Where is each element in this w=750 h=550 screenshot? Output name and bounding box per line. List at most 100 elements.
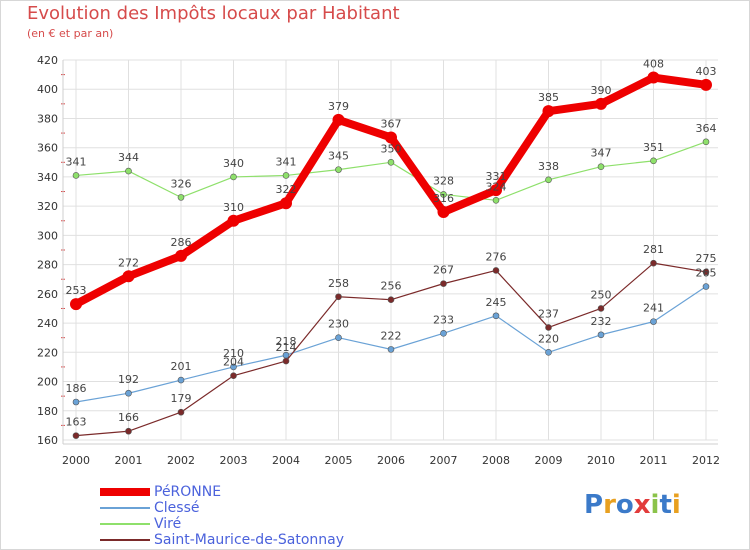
data-point bbox=[437, 206, 450, 218]
data-label: 286 bbox=[171, 236, 192, 249]
data-point bbox=[387, 159, 395, 166]
data-label: 351 bbox=[643, 141, 664, 154]
data-point bbox=[282, 357, 290, 365]
data-point bbox=[125, 389, 132, 397]
data-point bbox=[177, 408, 185, 416]
x-tick-label: 2006 bbox=[377, 454, 405, 467]
data-point bbox=[280, 197, 292, 210]
x-tick-label: 2012 bbox=[692, 454, 720, 467]
legend-label-clesse: Clessé bbox=[154, 500, 200, 516]
data-label: 281 bbox=[643, 243, 664, 256]
data-label: 331 bbox=[486, 170, 507, 183]
data-label: 245 bbox=[486, 296, 507, 309]
data-point bbox=[125, 427, 132, 435]
data-label: 232 bbox=[591, 315, 612, 328]
y-tick-label: 360 bbox=[37, 142, 58, 155]
data-point bbox=[492, 267, 500, 274]
data-label: 267 bbox=[433, 264, 454, 277]
data-label: 179 bbox=[171, 392, 192, 405]
data-point bbox=[175, 249, 187, 262]
data-label: 272 bbox=[118, 256, 139, 269]
data-label: 210 bbox=[223, 347, 244, 360]
data-label: 364 bbox=[696, 122, 717, 135]
legend-item-clesse[interactable]: Clessé bbox=[100, 500, 344, 516]
legend-item-saint-maurice[interactable]: Saint-Maurice-de-Satonnay bbox=[100, 532, 344, 548]
data-label: 258 bbox=[328, 277, 349, 290]
proxiti-logo: Proxiti bbox=[584, 490, 681, 520]
data-point bbox=[335, 166, 342, 173]
data-label: 347 bbox=[591, 147, 612, 160]
data-point bbox=[72, 432, 80, 439]
data-label: 385 bbox=[538, 91, 559, 104]
data-label: 253 bbox=[66, 284, 87, 297]
x-tick-label: 2004 bbox=[272, 454, 300, 467]
x-tick-label: 2002 bbox=[167, 454, 195, 467]
data-label: 345 bbox=[328, 150, 349, 163]
data-label: 328 bbox=[433, 174, 454, 187]
legend: PéRONNE Clessé Viré Saint-Maurice-de-Sat… bbox=[100, 484, 344, 548]
data-label: 338 bbox=[538, 160, 559, 173]
data-point bbox=[542, 105, 555, 118]
data-point bbox=[70, 298, 82, 311]
x-tick-label: 2011 bbox=[640, 454, 668, 467]
data-label: 340 bbox=[223, 157, 244, 170]
y-tick-label: 340 bbox=[37, 171, 58, 184]
data-label: 350 bbox=[381, 142, 402, 155]
y-tick-label: 300 bbox=[37, 229, 58, 242]
data-point bbox=[647, 71, 660, 84]
data-label: 201 bbox=[171, 360, 192, 373]
data-point bbox=[702, 283, 710, 290]
data-point bbox=[72, 172, 80, 179]
data-label: 344 bbox=[118, 151, 139, 164]
data-point bbox=[125, 167, 132, 175]
data-label: 275 bbox=[696, 252, 717, 265]
data-point bbox=[492, 197, 500, 204]
legend-item-vire[interactable]: Viré bbox=[100, 516, 344, 532]
data-label: 367 bbox=[381, 117, 402, 130]
y-tick-label: 220 bbox=[37, 346, 58, 359]
data-label: 166 bbox=[118, 411, 139, 424]
legend-swatch-vire bbox=[100, 523, 150, 525]
x-tick-label: 2003 bbox=[220, 454, 248, 467]
data-label: 408 bbox=[643, 58, 664, 71]
data-point bbox=[490, 184, 502, 197]
logo-letter: i bbox=[650, 490, 660, 520]
legend-label-saint-maurice: Saint-Maurice-de-Satonnay bbox=[154, 532, 344, 548]
x-tick-label: 2010 bbox=[587, 454, 615, 467]
data-point bbox=[597, 305, 605, 312]
data-label: 341 bbox=[276, 155, 297, 168]
data-label: 379 bbox=[328, 100, 349, 113]
data-point bbox=[335, 293, 342, 301]
data-label: 326 bbox=[171, 177, 192, 190]
data-point bbox=[597, 331, 605, 339]
data-label: 192 bbox=[118, 373, 139, 386]
data-point bbox=[177, 376, 185, 384]
data-label: 324 bbox=[486, 180, 507, 193]
data-point bbox=[282, 172, 290, 179]
legend-item-peronne[interactable]: PéRONNE bbox=[100, 484, 344, 500]
y-tick-label: 320 bbox=[37, 200, 58, 213]
data-label: 204 bbox=[223, 356, 244, 369]
data-label: 250 bbox=[591, 288, 612, 301]
data-label: 230 bbox=[328, 318, 349, 331]
data-label: 256 bbox=[381, 280, 402, 293]
x-tick-label: 2005 bbox=[325, 454, 353, 467]
logo-letter: x bbox=[633, 490, 651, 520]
chart-subtitle: (en € et par an) bbox=[27, 27, 114, 40]
logo-letter: i bbox=[671, 490, 681, 520]
data-point bbox=[492, 312, 500, 320]
data-label: 310 bbox=[223, 201, 244, 214]
data-point bbox=[650, 259, 657, 267]
data-label: 186 bbox=[66, 382, 87, 395]
y-tick-label: 260 bbox=[37, 288, 58, 301]
logo-letter: o bbox=[615, 490, 634, 520]
data-point bbox=[440, 280, 447, 287]
data-label: 220 bbox=[538, 332, 559, 345]
data-point bbox=[177, 194, 185, 201]
y-tick-label: 380 bbox=[37, 112, 58, 125]
data-label: 322 bbox=[276, 183, 297, 196]
x-tick-label: 2007 bbox=[430, 454, 458, 467]
data-label: 390 bbox=[591, 84, 612, 97]
data-point bbox=[122, 270, 135, 283]
y-tick-label: 240 bbox=[37, 317, 58, 330]
